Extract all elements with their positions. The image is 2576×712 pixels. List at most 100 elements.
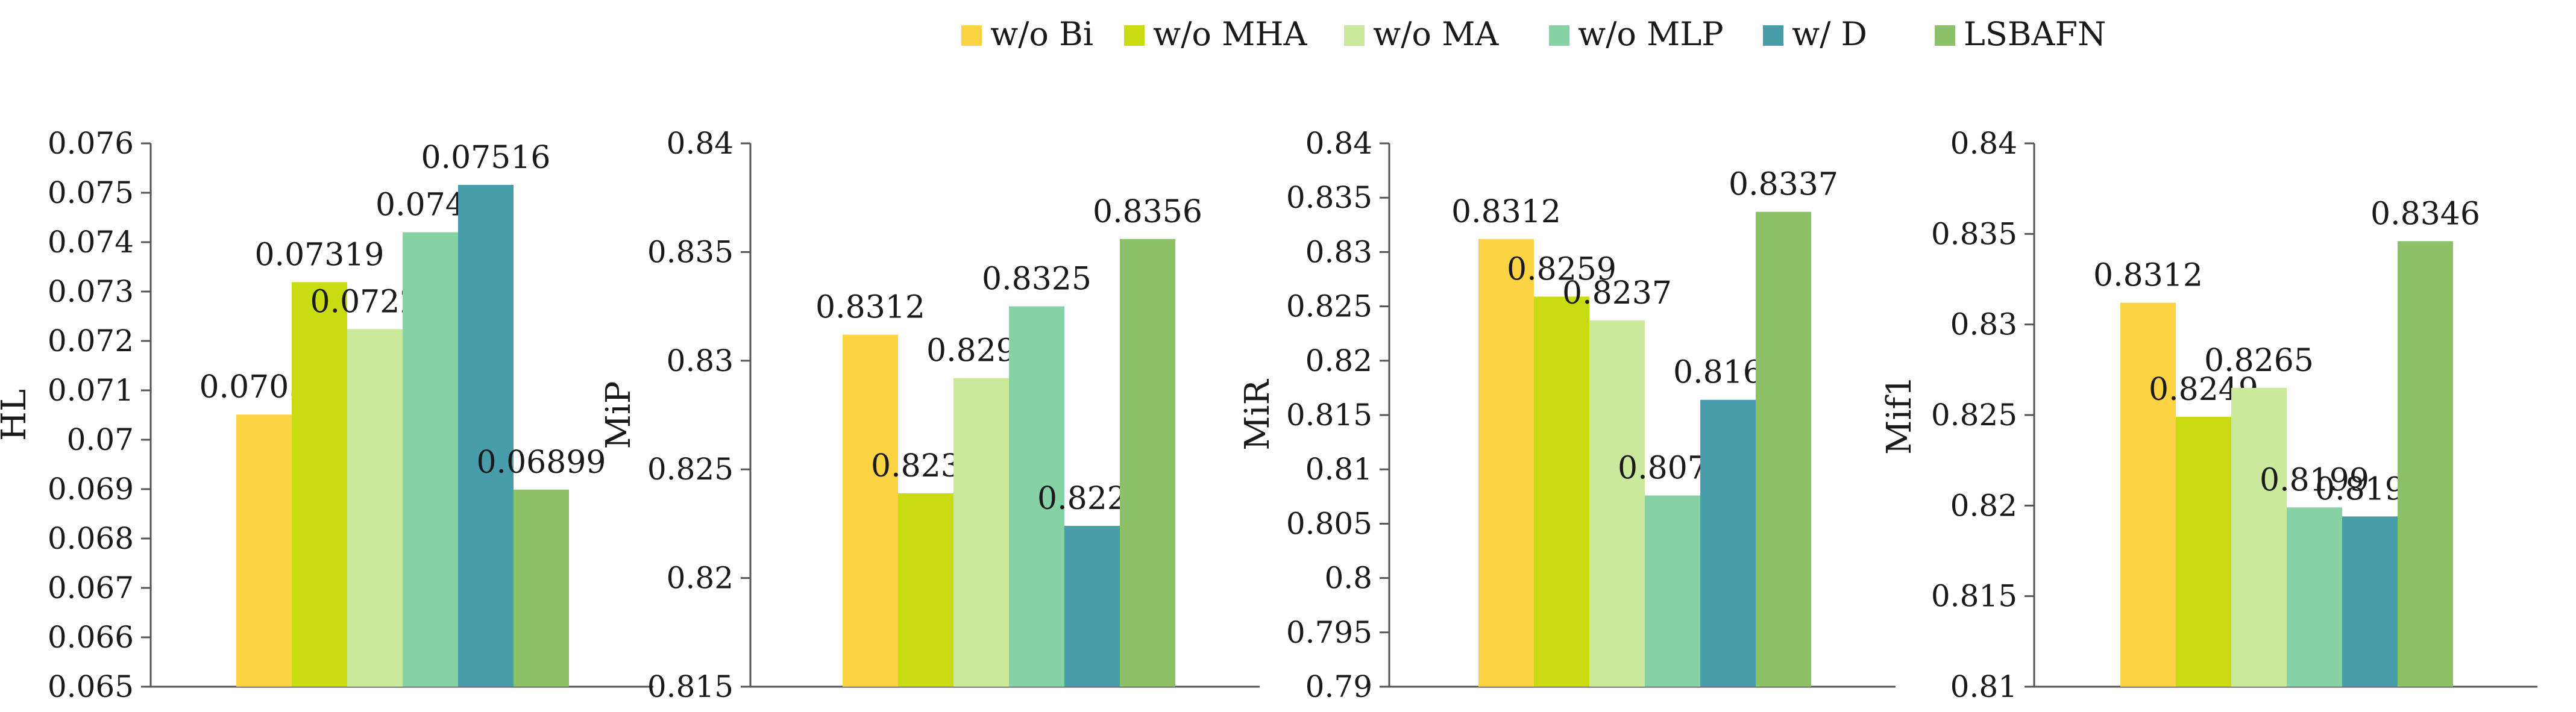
data-label: 0.06899 [476, 445, 606, 481]
legend-item: w/o MA [1344, 15, 1499, 53]
legend-label: w/ D [1792, 15, 1867, 53]
bar-w-o-mha [1534, 296, 1589, 687]
y-tick-label: 0.066 [48, 620, 134, 655]
data-label: 0.8259 [1507, 251, 1616, 287]
bar-lsbafn [1120, 239, 1175, 687]
charts-area: 0.065 0.066 0.067 0.068 0.069 0.07 0.071 0.072 0… [0, 66, 2576, 712]
y-tick-label: 0.79 [1305, 669, 1372, 704]
data-label: 0.8199 [2260, 462, 2369, 498]
data-label: 0.8237 [1562, 275, 1672, 311]
data-label: 0.8346 [2370, 196, 2480, 232]
y-tick-label: 0.825 [1286, 289, 1372, 324]
legend-item: LSBAFN [1935, 15, 2106, 53]
legend-label: w/o Bi [990, 15, 1093, 53]
legend-svg: w/o Bi w/o MHA w/o MA w/o MLP w/ D LSBAFN [961, 15, 2106, 53]
legend-item: w/o MHA [1124, 15, 1307, 53]
legend-label: w/o MLP [1578, 15, 1724, 53]
data-label: 0.8312 [2093, 258, 2203, 294]
y-axis-label: HL [0, 389, 34, 441]
legend-item: w/o Bi [961, 15, 1093, 53]
legend-swatch [1124, 25, 1145, 46]
bar-w-o-mha [898, 493, 953, 687]
legend-swatch [961, 25, 982, 46]
y-tick-label: 0.82 [1950, 488, 2017, 523]
legend-label: LSBAFN [1964, 15, 2106, 53]
bar-w-o-ma [1589, 320, 1645, 687]
bar-w-d [2342, 516, 2398, 687]
chart-legend: w/o Bi w/o MHA w/o MA w/o MLP w/ D LSBAFN [0, 12, 2576, 66]
bar-w-o-mlp [1645, 495, 1700, 687]
data-label: 0.8356 [1093, 194, 1202, 230]
y-tick-label: 0.07 [67, 422, 134, 457]
bar-w-o-mha [2176, 417, 2231, 687]
legend-item: w/o MLP [1549, 15, 1724, 53]
bar-lsbafn [2398, 241, 2453, 687]
data-label: 0.8325 [982, 261, 1092, 298]
y-tick-label: 0.81 [1305, 452, 1372, 487]
bar-w-d [1064, 526, 1120, 687]
legend-label: w/o MHA [1153, 15, 1307, 53]
chart-panel-mif1: 0.81 0.815 0.82 0.825 0.83 0.835 0.84 Mif1 0.831… [1880, 126, 2537, 704]
legend-swatch [1935, 25, 1955, 46]
y-tick-label: 0.835 [1286, 180, 1372, 215]
bar-lsbafn [1756, 211, 1811, 687]
bar-w-o-mha [292, 282, 347, 687]
y-tick-label: 0.076 [48, 126, 134, 161]
bar-lsbafn [514, 489, 569, 687]
bar-w-o-mlp [1009, 306, 1064, 687]
data-label: 0.8265 [2204, 343, 2314, 379]
bar-w-o-bi [843, 334, 898, 687]
legend-swatch [1763, 25, 1783, 46]
legend-label: w/o MA [1373, 15, 1499, 53]
y-tick-label: 0.065 [48, 669, 134, 704]
y-tick-label: 0.81 [1950, 669, 2017, 704]
y-tick-label: 0.805 [1286, 506, 1372, 541]
data-label: 0.07516 [421, 140, 550, 176]
y-tick-label: 0.815 [1931, 579, 2017, 614]
legend-item: w/ D [1763, 15, 1867, 53]
y-axis-label: Mif1 [1880, 375, 1919, 455]
y-tick-label: 0.82 [667, 561, 734, 596]
data-label: 0.8312 [1451, 194, 1561, 230]
chart-panel-hl: 0.065 0.066 0.067 0.068 0.069 0.07 0.071 0.072 0… [0, 126, 653, 704]
y-tick-label: 0.074 [48, 225, 134, 260]
y-tick-label: 0.825 [1931, 398, 2017, 433]
y-tick-label: 0.84 [1305, 126, 1372, 161]
bar-w-o-mlp [403, 232, 458, 687]
data-label: 0.07319 [254, 237, 384, 273]
y-tick-label: 0.067 [48, 570, 134, 605]
bar-w-o-ma [347, 329, 403, 687]
y-tick-label: 0.072 [48, 323, 134, 358]
y-tick-label: 0.835 [1931, 216, 2017, 251]
y-tick-label: 0.825 [647, 452, 734, 487]
y-tick-label: 0.83 [1305, 234, 1372, 269]
y-tick-label: 0.069 [48, 472, 134, 507]
bar-w-o-ma [953, 378, 1009, 687]
bar-w-d [1700, 399, 1756, 687]
bar-w-o-mlp [2287, 507, 2342, 687]
y-tick-label: 0.82 [1305, 343, 1372, 378]
y-tick-label: 0.075 [48, 175, 134, 210]
chart-panel-mip: 0.8150.820.8250.830.8350.84MiP0.83120.82… [599, 126, 1260, 704]
y-tick-label: 0.815 [1286, 398, 1372, 433]
y-tick-label: 0.795 [1286, 615, 1372, 650]
legend-swatch [1344, 25, 1365, 46]
y-tick-label: 0.8 [1324, 561, 1372, 596]
legend-swatch [1549, 25, 1569, 46]
y-tick-label: 0.83 [1950, 307, 2017, 342]
data-label: 0.8337 [1729, 167, 1838, 203]
y-tick-label: 0.071 [48, 373, 134, 408]
y-tick-label: 0.84 [667, 126, 734, 161]
charts-svg: 0.065 0.066 0.067 0.068 0.069 0.07 0.071 0.072 0… [0, 126, 2537, 704]
bar-w-o-ma [2231, 387, 2287, 687]
y-tick-label: 0.068 [48, 521, 134, 556]
y-axis-label: MiR [1238, 378, 1277, 450]
y-axis-label: MiP [599, 381, 638, 449]
y-tick-label: 0.83 [667, 343, 734, 378]
data-label: 0.8312 [815, 290, 925, 326]
y-tick-label: 0.073 [48, 274, 134, 309]
y-tick-label: 0.835 [647, 234, 734, 269]
bar-w-d [458, 184, 514, 687]
y-tick-label: 0.84 [1950, 126, 2017, 161]
bar-w-o-bi [236, 414, 292, 687]
